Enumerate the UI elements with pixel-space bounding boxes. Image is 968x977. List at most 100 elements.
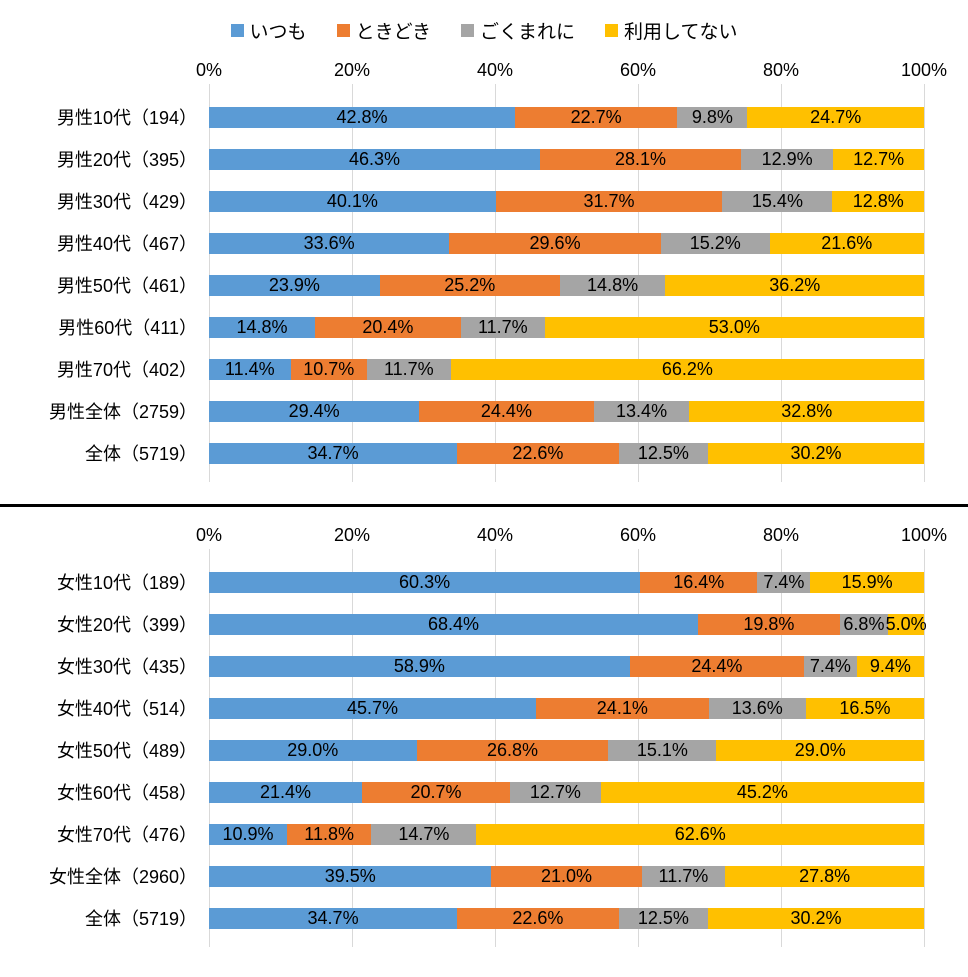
category-row: 男性全体（2759） 29.4% 24.4% 13.4% 32.8% bbox=[0, 390, 968, 432]
bar-segment-sometimes: 10.7% bbox=[290, 358, 368, 380]
segment-value-label: 26.8% bbox=[486, 740, 538, 760]
bar-segment-rarely: 12.5% bbox=[618, 442, 709, 464]
category-row: 男性30代（429） 40.1% 31.7% 15.4% 12.8% bbox=[0, 180, 968, 222]
bar-track: 14.8% 20.4% 11.7% 53.0% bbox=[209, 316, 924, 338]
category-label: 女性20代（399） bbox=[56, 615, 197, 635]
bar-segment-always: 29.0% bbox=[209, 739, 417, 761]
bar-segment-sometimes: 25.2% bbox=[379, 274, 560, 296]
category-label: 全体（5719） bbox=[84, 444, 197, 464]
bar-track: 42.8% 22.7% 9.8% 24.7% bbox=[209, 106, 924, 128]
bar-segment-rarely: 14.7% bbox=[371, 823, 477, 845]
segment-value-label: 16.5% bbox=[839, 698, 891, 718]
bar-track: 60.3% 16.4% 7.4% 15.9% bbox=[209, 571, 924, 593]
bar-segment-sometimes: 28.1% bbox=[540, 148, 741, 170]
category-row: 男性70代（402） 11.4% 10.7% 11.7% 66.2% bbox=[0, 348, 968, 390]
segment-value-label: 21.6% bbox=[821, 233, 873, 253]
category-row: 男性10代（194） 42.8% 22.7% 9.8% 24.7% bbox=[0, 96, 968, 138]
segment-value-label: 11.7% bbox=[658, 866, 709, 886]
bar-segment-not-using: 27.8% bbox=[725, 865, 924, 887]
bar-segment-not-using: 16.5% bbox=[805, 697, 924, 719]
legend-label-rarely: ごくまれに bbox=[480, 21, 576, 43]
bar-track: 46.3% 28.1% 12.9% 12.7% bbox=[209, 148, 925, 170]
segment-value-label: 7.4% bbox=[809, 656, 851, 676]
legend-marker-always-icon bbox=[230, 23, 244, 37]
bar-segment-sometimes: 24.1% bbox=[536, 697, 709, 719]
segment-value-label: 29.6% bbox=[529, 233, 581, 253]
segment-value-label: 45.7% bbox=[347, 698, 399, 718]
bar-segment-always: 10.9% bbox=[209, 823, 287, 845]
bar-segment-sometimes: 19.8% bbox=[698, 613, 840, 635]
category-row: 女性40代（514） 45.7% 24.1% 13.6% 16.5% bbox=[0, 687, 968, 729]
segment-value-label: 6.8% bbox=[843, 614, 885, 634]
category-row: 女性70代（476） 10.9% 11.8% 14.7% 62.6% bbox=[0, 813, 968, 855]
bar-segment-rarely: 12.7% bbox=[510, 781, 601, 803]
bar-segment-rarely: 14.8% bbox=[559, 274, 666, 296]
bar-segment-always: 11.4% bbox=[209, 358, 291, 380]
category-row: 男性40代（467） 33.6% 29.6% 15.2% 21.6% bbox=[0, 222, 968, 264]
segment-value-label: 10.7% bbox=[303, 359, 355, 379]
bar-track: 29.4% 24.4% 13.4% 32.8% bbox=[209, 400, 924, 422]
segment-value-label: 11.7% bbox=[383, 359, 434, 379]
segment-value-label: 21.4% bbox=[259, 782, 312, 802]
bar-segment-rarely: 7.4% bbox=[757, 571, 811, 593]
bar-segment-sometimes: 16.4% bbox=[640, 571, 758, 593]
segment-value-label: 29.4% bbox=[288, 401, 340, 421]
plot-area: 男性10代（194） 42.8% 22.7% 9.8% 24.7% 男性20代（395） 4… bbox=[0, 84, 968, 482]
bar-segment-always: 21.4% bbox=[209, 781, 363, 803]
segment-value-label: 9.8% bbox=[691, 107, 733, 127]
axis-tick: 20% bbox=[333, 525, 371, 545]
axis-tick: 0% bbox=[195, 60, 223, 80]
segment-value-label: 14.8% bbox=[236, 317, 288, 337]
segment-value-label: 24.4% bbox=[691, 656, 743, 676]
segment-value-label: 68.4% bbox=[428, 614, 480, 634]
bar-segment-always: 23.9% bbox=[209, 274, 380, 296]
bar-segment-always: 29.4% bbox=[209, 400, 420, 422]
segment-value-label: 25.2% bbox=[444, 275, 496, 295]
bar-segment-always: 39.5% bbox=[209, 865, 492, 887]
segment-value-label: 29.0% bbox=[287, 740, 339, 760]
segment-value-label: 20.7% bbox=[410, 782, 462, 802]
category-label: 全体（5719） bbox=[84, 909, 197, 929]
bar-segment-rarely: 13.4% bbox=[593, 400, 690, 422]
category-row: 女性50代（489） 29.0% 26.8% 15.1% 29.0% bbox=[0, 729, 968, 771]
bar-track: 21.4% 20.7% 12.7% 45.2% bbox=[209, 781, 925, 803]
bar-track: 33.6% 29.6% 15.2% 21.6% bbox=[209, 232, 924, 254]
category-row: 女性全体（2960） 39.5% 21.0% 11.7% 27.8% bbox=[0, 855, 968, 897]
bar-segment-rarely: 11.7% bbox=[367, 358, 451, 380]
bar-track: 34.7% 22.6% 12.5% 30.2% bbox=[209, 907, 925, 929]
bar-segment-always: 46.3% bbox=[209, 148, 541, 170]
category-row: 女性10代（189） 60.3% 16.4% 7.4% 15.9% bbox=[0, 561, 968, 603]
bar-segment-not-using: 45.2% bbox=[600, 781, 925, 803]
category-label: 女性40代（514） bbox=[56, 699, 197, 719]
segment-value-label: 32.8% bbox=[781, 401, 833, 421]
category-row: 全体（5719） 34.7% 22.6% 12.5% 30.2% bbox=[0, 432, 968, 474]
bar-segment-sometimes: 24.4% bbox=[419, 400, 594, 422]
segment-value-label: 15.2% bbox=[689, 233, 741, 253]
segment-value-label: 14.8% bbox=[587, 275, 639, 295]
segment-value-label: 12.7% bbox=[853, 149, 905, 169]
bar-segment-rarely: 11.7% bbox=[460, 316, 545, 338]
segment-value-label: 11.8% bbox=[304, 824, 354, 844]
bar-segment-rarely: 15.4% bbox=[722, 190, 833, 212]
bar-segment-not-using: 21.6% bbox=[769, 232, 924, 254]
bar-segment-not-using: 53.0% bbox=[544, 316, 924, 338]
axis-tick: 60% bbox=[619, 60, 657, 80]
segment-value-label: 60.3% bbox=[399, 572, 451, 592]
segment-value-label: 20.4% bbox=[362, 317, 414, 337]
axis-tick: 20% bbox=[333, 60, 371, 80]
segment-value-label: 12.7% bbox=[529, 782, 581, 802]
segment-value-label: 22.6% bbox=[512, 908, 564, 928]
category-label: 女性70代（476） bbox=[56, 825, 197, 845]
segment-value-label: 12.9% bbox=[761, 149, 813, 169]
category-label: 女性10代（189） bbox=[56, 573, 197, 593]
category-row: 全体（5719） 34.7% 22.6% 12.5% 30.2% bbox=[0, 897, 968, 939]
segment-value-label: 33.6% bbox=[303, 233, 355, 253]
bar-segment-not-using: 5.0% bbox=[886, 613, 927, 635]
bar-segment-sometimes: 22.6% bbox=[457, 907, 619, 929]
segment-value-label: 36.2% bbox=[769, 275, 821, 295]
category-label: 男性40代（467） bbox=[56, 234, 197, 254]
segment-value-label: 12.8% bbox=[852, 191, 904, 211]
bar-segment-always: 42.8% bbox=[209, 106, 516, 128]
legend-marker-sometimes-icon bbox=[336, 23, 350, 37]
